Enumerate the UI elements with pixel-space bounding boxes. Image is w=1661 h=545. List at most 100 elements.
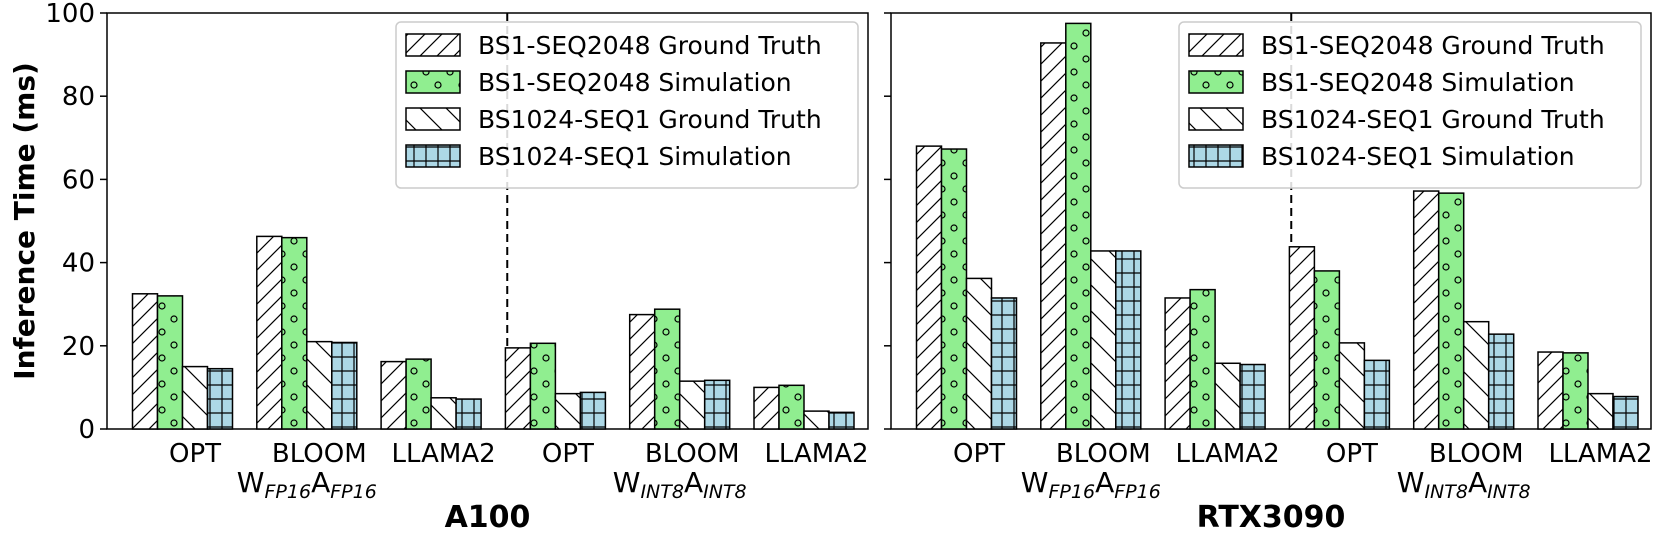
legend-swatch-outline	[405, 70, 461, 94]
group-label: WINT8AINT8	[1397, 466, 1531, 503]
bar-outline	[504, 347, 532, 430]
bar-outline	[206, 367, 234, 430]
x-tick-label: BLOOM	[1056, 439, 1151, 469]
bar-outline	[1612, 395, 1639, 430]
bar-outline	[1090, 250, 1117, 430]
group-label-main: A	[684, 466, 703, 499]
plot-area-frame	[890, 12, 1652, 430]
bar-outline	[529, 342, 557, 430]
group-label-main: W	[613, 466, 641, 499]
bar-outline	[1487, 333, 1515, 430]
bar-outline	[1363, 359, 1391, 430]
legend-entry-label: BS1-SEQ2048 Ground Truth	[478, 31, 822, 60]
legend-entry-label: BS1-SEQ2048 Simulation	[478, 68, 792, 97]
x-tick-label: OPT	[169, 439, 221, 469]
group-label: WINT8AINT8	[613, 466, 747, 503]
bar-outline	[703, 379, 731, 430]
group-label-main: W	[237, 466, 265, 499]
x-tick-label: LLAMA2	[1176, 439, 1280, 469]
legend-entry-label: BS1024-SEQ1 Ground Truth	[478, 105, 822, 134]
group-label-subscript: INT8	[703, 481, 747, 503]
y-tick-label: 80	[62, 82, 95, 112]
group-label-subscript: INT8	[640, 481, 684, 503]
bar-outline	[1214, 362, 1241, 430]
panel-title: A100	[445, 500, 531, 535]
bar-outline	[1189, 288, 1216, 430]
bar-outline	[380, 360, 407, 430]
legend-frame	[395, 21, 859, 189]
y-axis-label: Inference Time (ms)	[8, 62, 41, 380]
bar-outline	[778, 384, 805, 430]
bar-outline	[753, 386, 780, 430]
bar-outline	[1065, 22, 1092, 430]
legend-swatch-outline	[1188, 144, 1244, 168]
group-label-subscript: FP16	[264, 481, 311, 503]
chart-panel-0: 0 20 40 60 80 100 Inference Time (ms) OPT BLOOM L…	[8, 0, 869, 535]
x-tick-label: BLOOM	[272, 439, 367, 469]
x-tick-label: BLOOM	[1429, 439, 1524, 469]
bar-outline	[455, 398, 482, 430]
group-label: WFP16AFP16	[1021, 466, 1161, 503]
bar-outline	[1164, 297, 1191, 430]
legend: BS1-SEQ2048 Ground Truth BS1-SEQ2048 Simu…	[1178, 21, 1642, 189]
bar-outline	[1437, 192, 1465, 430]
group-label-main: A	[1468, 466, 1487, 499]
x-tick-label: LLAMA2	[1548, 439, 1652, 469]
x-tick-label: OPT	[1326, 439, 1378, 469]
legend-swatch-outline	[1188, 33, 1244, 57]
group-label: WFP16AFP16	[237, 466, 377, 503]
group-label-main: A	[1095, 466, 1114, 499]
plot-area-frame	[106, 12, 869, 430]
panel-title: RTX3090	[1197, 500, 1346, 535]
group-label-subscript: FP16	[1114, 481, 1161, 503]
bar-outline	[915, 145, 943, 430]
bar-outline	[306, 340, 333, 430]
x-tick-label: LLAMA2	[392, 439, 496, 469]
bar-outline	[256, 235, 283, 430]
legend: BS1-SEQ2048 Ground Truth BS1-SEQ2048 Simu…	[395, 21, 859, 189]
x-tick-label: LLAMA2	[764, 439, 868, 469]
bar-outline	[1462, 320, 1490, 430]
legend-swatch-outline	[1188, 70, 1244, 94]
bar-outline	[554, 392, 582, 430]
legend-swatch-outline	[405, 144, 461, 168]
group-label-main: W	[1021, 466, 1049, 499]
group-label-subscript: INT8	[1487, 481, 1531, 503]
group-label-subscript: FP16	[1048, 481, 1095, 503]
group-label-main: W	[1397, 466, 1425, 499]
legend-entry-label: BS1-SEQ2048 Simulation	[1261, 68, 1575, 97]
y-tick-label: 100	[45, 0, 95, 29]
bar-outline	[1537, 351, 1564, 430]
legend-entry-label: BS1024-SEQ1 Ground Truth	[1261, 105, 1605, 134]
group-label-subscript: FP16	[330, 481, 377, 503]
legend-frame	[1178, 21, 1642, 189]
bar-outline	[940, 148, 968, 430]
bar-outline	[678, 380, 706, 430]
y-tick-label: 60	[62, 165, 95, 195]
bar-outline	[1288, 246, 1316, 430]
bar-outline	[131, 293, 159, 430]
bar-outline	[1040, 42, 1067, 430]
bar-outline	[653, 308, 681, 430]
bar-outline	[965, 277, 993, 430]
group-label-subscript: INT8	[1424, 481, 1468, 503]
bar-outline	[1338, 342, 1366, 430]
y-tick-label: 40	[62, 249, 95, 279]
legend-swatch-outline	[405, 107, 461, 131]
legend-entry-label: BS1-SEQ2048 Ground Truth	[1261, 31, 1605, 60]
bar-outline	[281, 236, 308, 430]
x-tick-label: OPT	[953, 439, 1005, 469]
y-tick-label: 20	[62, 332, 95, 362]
x-tick-label: OPT	[542, 439, 594, 469]
legend-entry-label: BS1024-SEQ1 Simulation	[478, 142, 792, 171]
bar-outline	[628, 313, 656, 430]
legend-entry-label: BS1024-SEQ1 Simulation	[1261, 142, 1575, 171]
bar-outline	[181, 365, 209, 430]
bar-outline	[1412, 190, 1440, 430]
bar-outline	[990, 297, 1018, 430]
legend-swatch-outline	[405, 33, 461, 57]
group-label-main: A	[311, 466, 330, 499]
x-tick-label: BLOOM	[645, 439, 740, 469]
